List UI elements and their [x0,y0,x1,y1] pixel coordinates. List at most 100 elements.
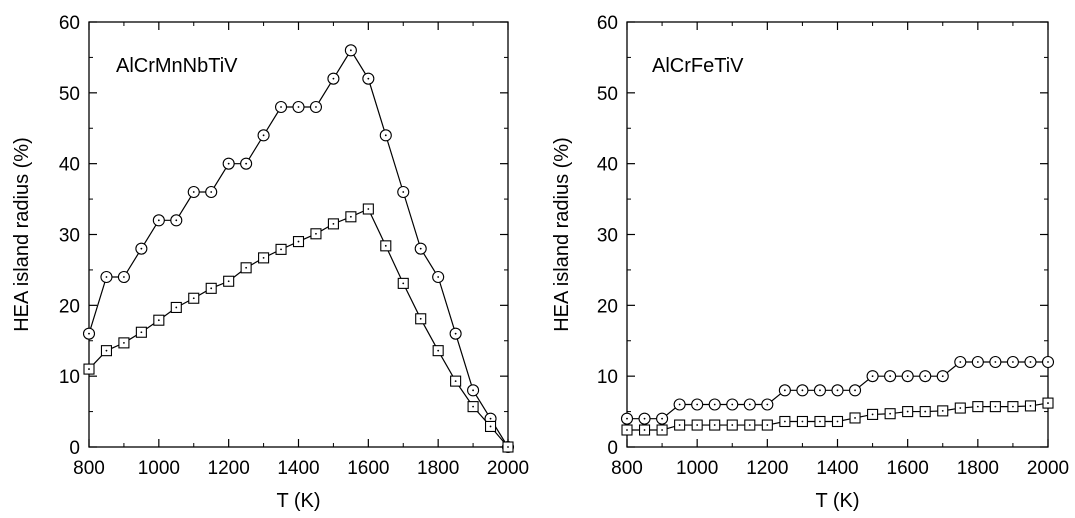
data-point-center-dot [731,424,734,426]
data-point-center-dot [976,405,979,408]
data-point-center-dot [731,403,734,406]
data-point-center-dot [384,134,387,137]
y-tick-label: 60 [597,13,618,34]
x-tick-label: 800 [611,458,643,479]
y-tick-label: 30 [59,226,80,247]
data-point-center-dot [976,361,979,363]
data-point-center-dot [245,266,248,269]
data-point-center-dot [713,424,716,426]
data-point-center-dot [1029,405,1032,407]
data-point-center-dot [140,331,143,334]
x-tick-label: 1200 [746,458,788,479]
x-tick-label: 800 [73,458,105,479]
data-point-center-dot [437,276,440,278]
y-tick-label: 10 [597,367,618,388]
data-point-center-dot [889,375,892,378]
data-point-center-dot [994,405,997,408]
data-point-center-dot [906,410,909,413]
panel-alcrmnnbtiv: 800 1000 1200 1400 1600 1800 2000 0 10 20 30 40 50 60… [11,13,529,512]
data-point-center-dot [748,424,751,426]
data-point-center-dot [123,341,125,344]
x-tick-label: 1800 [417,458,459,479]
data-point-center-dot [994,361,997,363]
x-tick-label: 1200 [208,458,250,479]
data-point-center-dot [140,247,143,250]
x-tick-label: 1600 [887,458,929,479]
data-point-center-dot [227,162,230,165]
y-axis-label: HEA island radius (%) [551,137,573,332]
data-point-center-dot [297,240,300,243]
panel-title: AlCrMnNbTiV [116,55,238,77]
data-point-center-dot [626,417,628,420]
y-tick-label: 40 [59,155,80,176]
x-axis-label: T (K) [276,490,320,512]
data-point-center-dot [1047,361,1049,363]
data-point-center-dot [280,248,282,251]
series-circle [620,355,1055,425]
data-point-center-dot [332,222,335,225]
x-tick-label: 1400 [277,458,319,479]
data-point-center-dot [713,403,716,406]
data-point-center-dot [871,413,874,416]
data-point-center-dot [1012,405,1014,408]
data-point-center-dot [157,219,160,222]
data-point-center-dot [836,389,839,392]
data-point-center-dot [419,317,422,320]
data-point-center-dot [472,389,474,392]
data-point-center-dot [262,134,265,137]
data-point-center-dot [678,403,681,406]
y-tick-label: 0 [607,438,618,459]
data-point-center-dot [367,208,370,210]
data-point-center-dot [924,375,927,378]
data-point-center-dot [349,215,352,218]
data-point-center-dot [1012,361,1014,363]
data-point-center-dot [766,424,769,426]
data-point-center-dot [105,276,108,278]
x-tick-label: 1000 [138,458,180,479]
data-point-center-dot [783,389,786,392]
data-point-center-dot [454,380,457,383]
data-point-center-dot [661,429,663,431]
data-point-center-dot [661,417,663,420]
data-point-center-dot [297,106,300,108]
data-point-center-dot [123,276,125,278]
data-point-center-dot [315,232,317,235]
y-tick-label: 60 [59,13,80,34]
data-point-center-dot [507,446,509,448]
y-tick-label: 50 [59,84,80,105]
data-point-center-dot [192,191,195,193]
data-point-center-dot [105,349,108,352]
data-point-center-dot [696,424,699,426]
data-point-center-dot [175,306,178,309]
plot-frame [88,21,509,448]
data-point-center-dot [384,244,387,247]
x-tick-label: 2000 [1027,458,1069,479]
series-square [621,397,1054,436]
data-point-center-dot [959,361,962,363]
series-square [83,203,514,453]
data-point-center-dot [280,106,282,108]
data-point-center-dot [210,191,213,193]
y-tick-label: 0 [69,438,80,459]
data-point-center-dot [454,332,457,335]
data-point-center-dot [175,219,178,222]
panel-alcrfetiv: 800 1000 1200 1400 1600 1800 2000 0 10 20 30 40 50 60… [551,13,1069,512]
data-point-center-dot [332,77,335,80]
x-axis-label: T (K) [815,490,859,512]
data-point-center-dot [643,429,646,431]
data-point-center-dot [889,412,892,415]
data-point-center-dot [88,332,90,335]
data-point-center-dot [819,420,821,423]
data-point-center-dot [696,403,699,406]
data-point-center-dot [924,410,927,413]
data-point-center-dot [210,287,213,290]
data-point-center-dot [315,106,317,108]
data-point-center-dot [941,409,944,412]
data-point-center-dot [854,389,856,392]
x-tick-label: 2000 [487,458,529,479]
data-point-center-dot [801,389,804,392]
data-point-center-dot [245,162,248,165]
y-tick-label: 30 [597,226,618,247]
data-point-center-dot [262,256,265,259]
